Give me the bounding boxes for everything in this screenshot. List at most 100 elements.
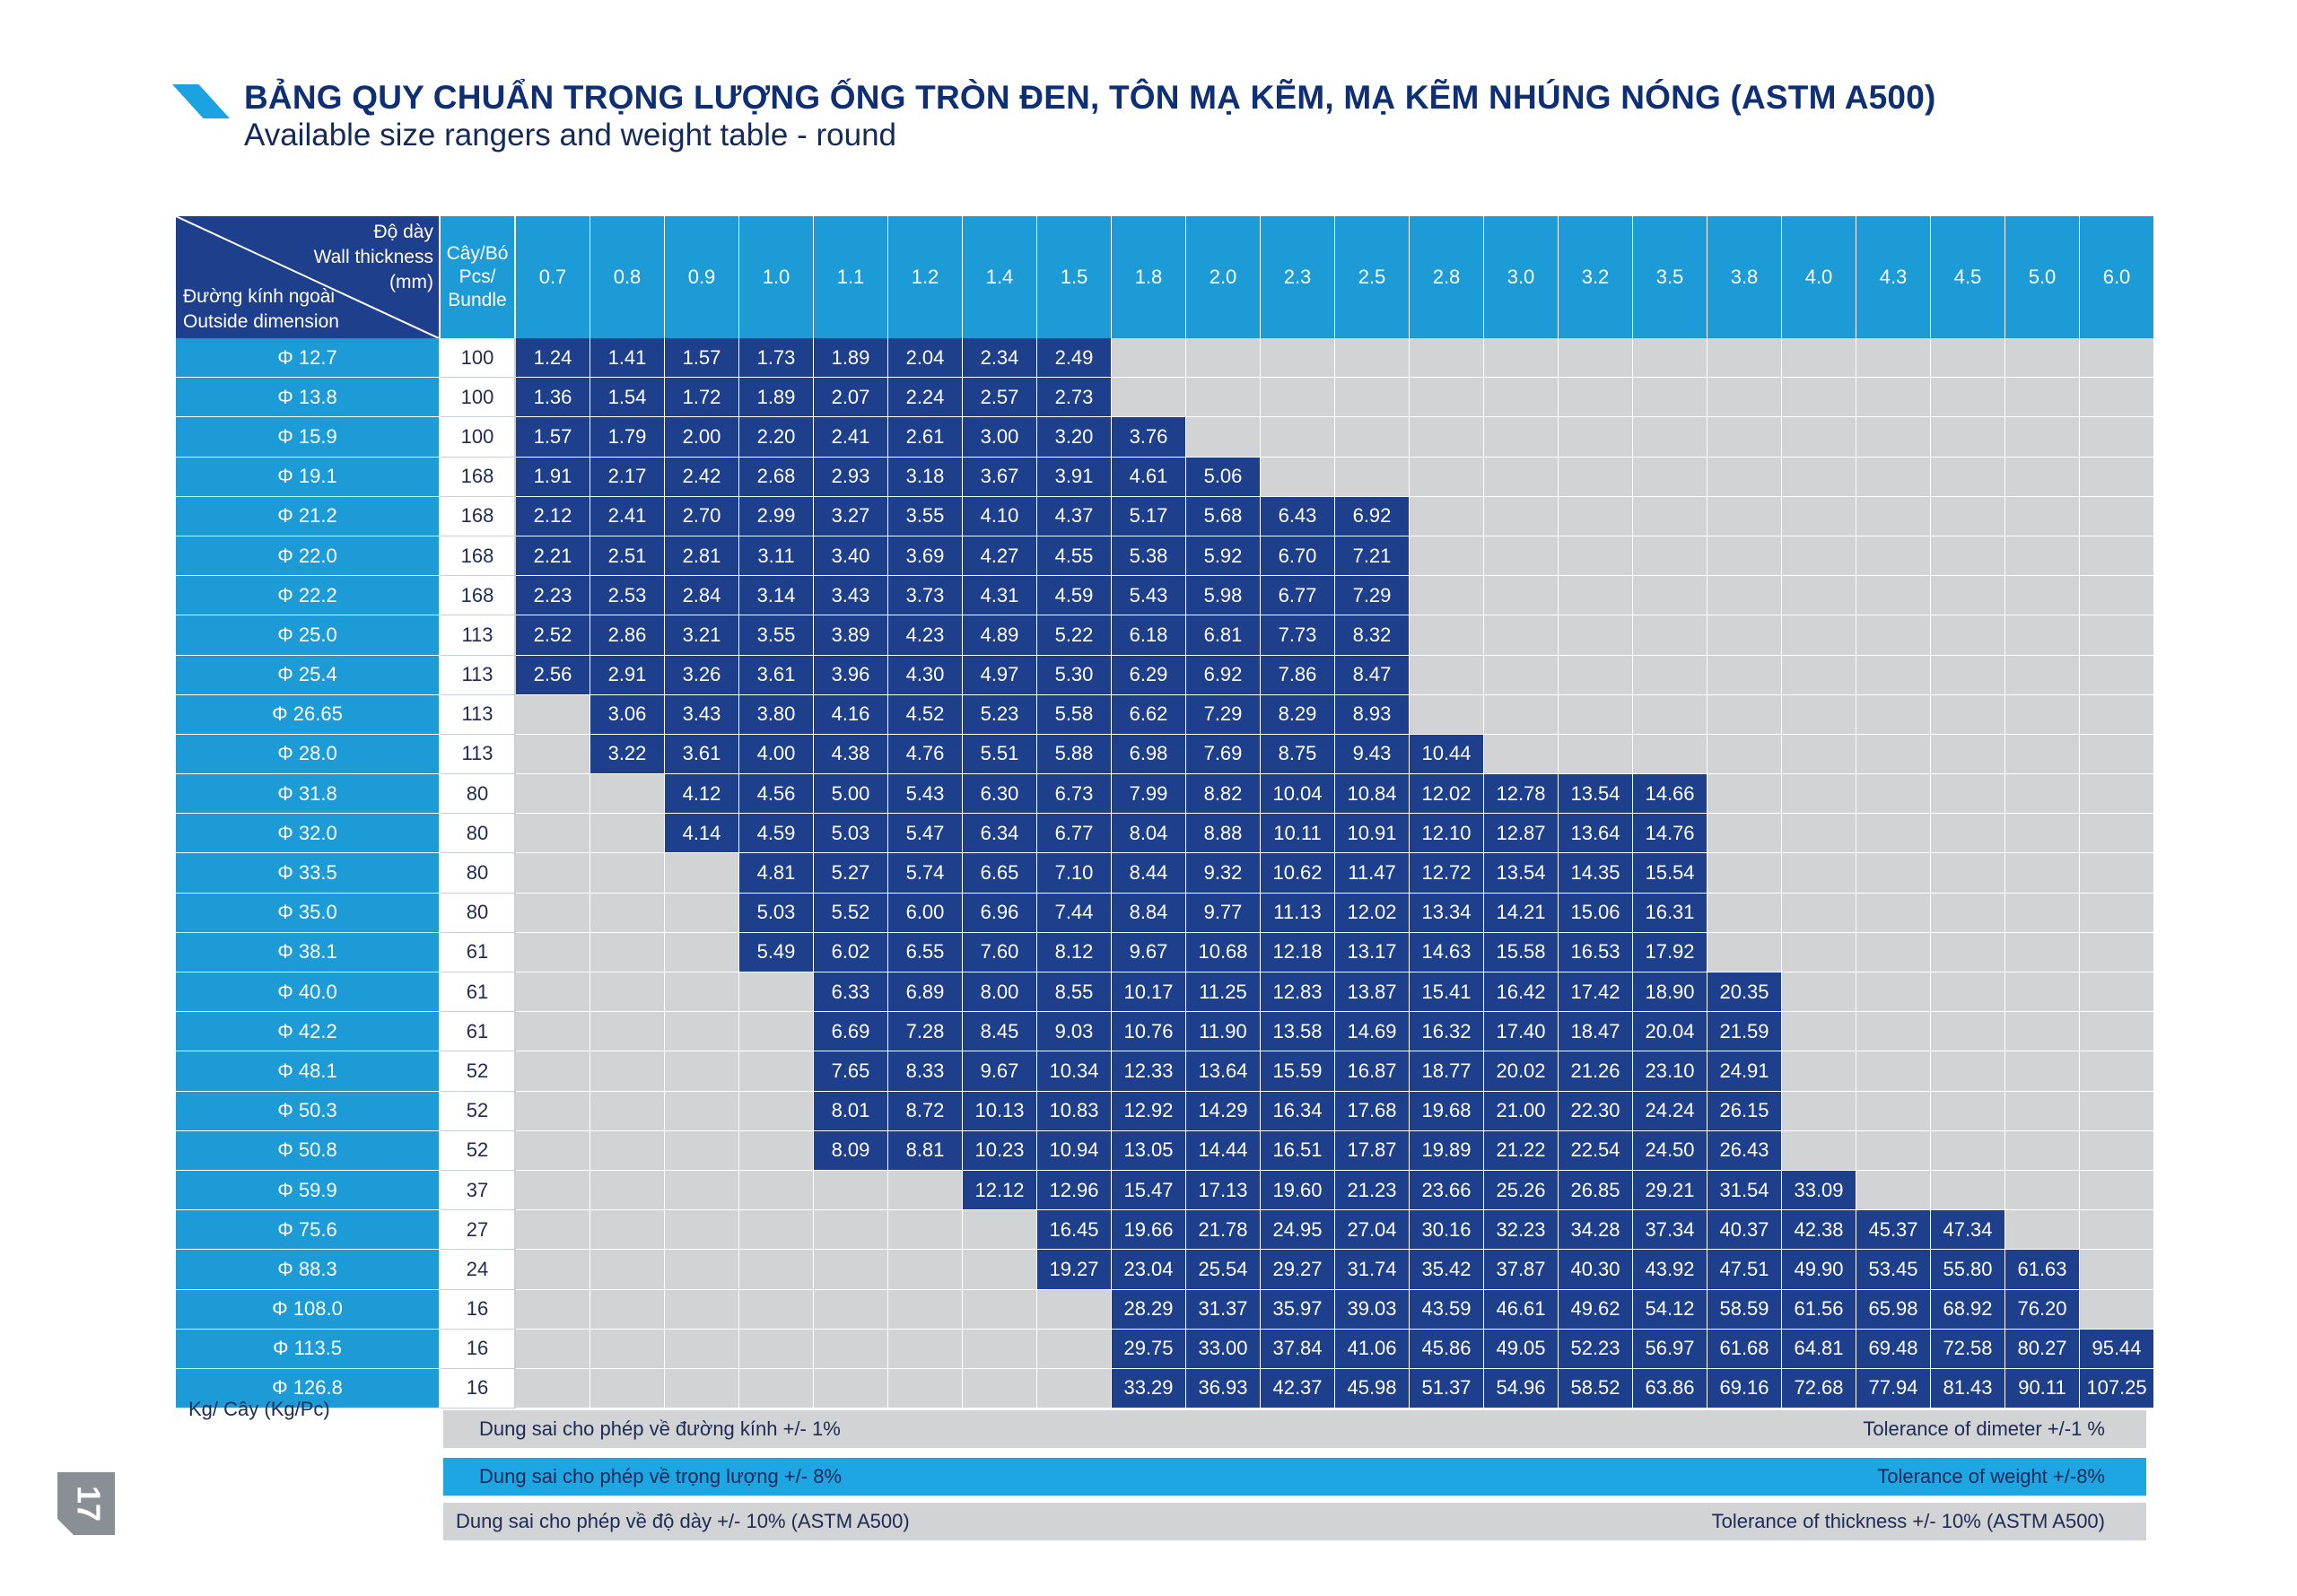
empty-cell xyxy=(738,1329,814,1369)
weight-cell: 45.86 xyxy=(1409,1329,1484,1369)
empty-cell xyxy=(1856,734,1931,775)
empty-cell xyxy=(664,1091,739,1131)
weight-cell: 6.00 xyxy=(887,893,963,933)
empty-cell xyxy=(1930,1170,2005,1211)
weight-cell: 19.27 xyxy=(1036,1249,1112,1290)
thickness-header-3-5: 3.5 xyxy=(1632,216,1707,338)
empty-cell xyxy=(1558,416,1633,458)
weight-cell: 10.94 xyxy=(1036,1130,1112,1171)
bundle-count-cell: 100 xyxy=(440,338,516,379)
weight-cell: 11.25 xyxy=(1185,972,1261,1013)
outside-dimension-cell: Φ 31.8 xyxy=(176,773,441,815)
weight-cell: 32.23 xyxy=(1483,1209,1559,1251)
weight-cell: 2.17 xyxy=(590,457,665,497)
weight-cell: 26.43 xyxy=(1707,1130,1782,1171)
empty-cell xyxy=(1930,338,2005,379)
empty-cell xyxy=(1707,416,1782,458)
weight-cell: 10.68 xyxy=(1185,932,1261,973)
weight-cell: 6.89 xyxy=(887,972,963,1013)
empty-cell xyxy=(590,1170,665,1211)
weight-cell: 2.34 xyxy=(962,338,1037,379)
empty-cell xyxy=(1856,416,1931,458)
weight-cell: 26.85 xyxy=(1558,1170,1633,1211)
weight-cell: 6.77 xyxy=(1036,813,1112,854)
empty-cell xyxy=(1632,496,1707,536)
empty-cell xyxy=(590,972,665,1013)
weight-cell: 14.76 xyxy=(1632,813,1707,854)
weight-cell: 51.37 xyxy=(1409,1368,1484,1409)
table-row: Φ 48.1 52 7.65 8.33 9.67 10.34 12.33 13.64 15.59… xyxy=(176,1051,2154,1092)
empty-cell xyxy=(590,1011,665,1052)
weight-cell: 21.00 xyxy=(1483,1091,1559,1131)
weight-cell: 4.59 xyxy=(738,813,814,854)
weight-cell: 8.75 xyxy=(1260,734,1335,775)
weight-cell: 9.32 xyxy=(1185,852,1261,894)
empty-cell xyxy=(1930,377,2005,418)
weight-cell: 7.60 xyxy=(962,932,1037,973)
weight-cell: 8.84 xyxy=(1111,893,1186,933)
weight-cell: 77.94 xyxy=(1856,1368,1931,1409)
empty-cell xyxy=(1707,457,1782,497)
empty-cell xyxy=(515,1289,590,1330)
empty-cell xyxy=(515,932,590,973)
weight-cell: 7.99 xyxy=(1111,773,1186,815)
empty-cell xyxy=(515,893,590,933)
weight-cell: 21.23 xyxy=(1334,1170,1410,1211)
weight-cell: 3.61 xyxy=(664,734,739,775)
empty-cell xyxy=(2004,813,2080,854)
weight-cell: 15.47 xyxy=(1111,1170,1186,1211)
empty-cell xyxy=(1707,496,1782,536)
table-row: Φ 40.0 61 6.33 6.89 8.00 8.55 10.17 11.25 12.83 1… xyxy=(176,972,2154,1013)
empty-cell xyxy=(2079,972,2154,1013)
weight-cell: 54.12 xyxy=(1632,1289,1707,1330)
weight-cell: 10.11 xyxy=(1260,813,1335,854)
bundle-count-cell: 16 xyxy=(440,1329,516,1369)
table-row: Φ 33.5 80 4.81 5.27 5.74 6.65 7.10 8.44 9.32 10.6… xyxy=(176,852,2154,894)
weight-cell: 47.51 xyxy=(1707,1249,1782,1290)
empty-cell xyxy=(1856,457,1931,497)
bundle-count-cell: 113 xyxy=(440,655,516,695)
empty-cell xyxy=(515,852,590,894)
weight-cell: 10.23 xyxy=(962,1130,1037,1171)
weight-cell: 17.92 xyxy=(1632,932,1707,973)
empty-cell xyxy=(1707,852,1782,894)
empty-cell xyxy=(1334,457,1410,497)
weight-cell: 40.30 xyxy=(1558,1249,1633,1290)
empty-cell xyxy=(2004,773,2080,815)
empty-cell xyxy=(1483,694,1559,735)
weight-cell: 5.23 xyxy=(962,694,1037,735)
empty-cell xyxy=(2079,457,2154,497)
empty-cell xyxy=(664,1368,739,1409)
empty-cell xyxy=(1409,536,1484,577)
empty-cell xyxy=(1930,416,2005,458)
table-row: Φ 21.2 168 2.12 2.41 2.70 2.99 3.27 3.55 4.10 4.3… xyxy=(176,496,2154,536)
weight-cell: 21.22 xyxy=(1483,1130,1559,1171)
empty-cell xyxy=(515,1329,590,1369)
empty-cell xyxy=(887,1209,963,1251)
empty-cell xyxy=(1707,932,1782,973)
thickness-header-1-5: 1.5 xyxy=(1036,216,1112,338)
weight-cell: 19.89 xyxy=(1409,1130,1484,1171)
weight-cell: 12.33 xyxy=(1111,1051,1186,1092)
empty-cell xyxy=(2079,575,2154,616)
weight-cell: 5.58 xyxy=(1036,694,1112,735)
empty-cell xyxy=(1781,615,1856,656)
weight-cell: 16.42 xyxy=(1483,972,1559,1013)
empty-cell xyxy=(1781,972,1856,1013)
weight-cell: 7.65 xyxy=(813,1051,888,1092)
empty-cell xyxy=(2079,932,2154,973)
empty-cell xyxy=(2004,1170,2080,1211)
weight-cell: 58.59 xyxy=(1707,1289,1782,1330)
weight-cell: 2.20 xyxy=(738,416,814,458)
empty-cell xyxy=(1781,496,1856,536)
empty-cell xyxy=(1781,377,1856,418)
empty-cell xyxy=(2004,1011,2080,1052)
empty-cell xyxy=(515,1051,590,1092)
outside-dimension-cell: Φ 28.0 xyxy=(176,734,441,775)
weight-cell: 2.73 xyxy=(1036,377,1112,418)
weight-cell: 1.72 xyxy=(664,377,739,418)
empty-cell xyxy=(2079,734,2154,775)
empty-cell xyxy=(1632,655,1707,695)
weight-cell: 1.91 xyxy=(515,457,590,497)
weight-cell: 64.81 xyxy=(1781,1329,1856,1369)
